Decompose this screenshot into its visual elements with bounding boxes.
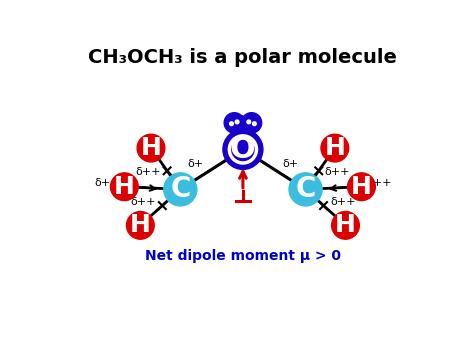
Circle shape <box>241 113 262 133</box>
Text: δ+: δ+ <box>283 160 299 170</box>
Text: H: H <box>324 136 345 160</box>
Text: H: H <box>351 175 372 199</box>
Circle shape <box>243 125 255 136</box>
Text: δ++: δ++ <box>325 167 350 177</box>
Text: δ++: δ++ <box>366 178 392 188</box>
Circle shape <box>253 122 256 126</box>
Text: δ+: δ+ <box>187 160 203 170</box>
Text: H: H <box>114 175 135 199</box>
Text: δ++: δ++ <box>130 197 156 207</box>
Circle shape <box>164 173 197 206</box>
Text: Net dipole moment μ > 0: Net dipole moment μ > 0 <box>145 249 341 263</box>
Circle shape <box>229 122 233 126</box>
Text: O: O <box>230 135 256 164</box>
Text: H: H <box>130 213 151 237</box>
Circle shape <box>235 120 239 124</box>
Circle shape <box>332 211 359 239</box>
Text: H: H <box>141 136 162 160</box>
Circle shape <box>231 125 243 136</box>
Circle shape <box>247 120 251 124</box>
Circle shape <box>110 173 138 201</box>
Text: δ-: δ- <box>237 115 248 125</box>
Circle shape <box>127 211 154 239</box>
Text: δ++: δ++ <box>330 197 356 207</box>
Circle shape <box>321 134 349 162</box>
Text: H: H <box>335 213 356 237</box>
Circle shape <box>223 129 263 170</box>
Text: δ++: δ++ <box>94 178 120 188</box>
Circle shape <box>224 113 245 133</box>
Circle shape <box>347 173 375 201</box>
Text: CH₃OCH₃ is a polar molecule: CH₃OCH₃ is a polar molecule <box>89 48 397 67</box>
Circle shape <box>137 134 165 162</box>
Text: C: C <box>170 175 191 203</box>
Text: C: C <box>295 175 316 203</box>
Text: δ++: δ++ <box>136 167 161 177</box>
Circle shape <box>289 173 322 206</box>
